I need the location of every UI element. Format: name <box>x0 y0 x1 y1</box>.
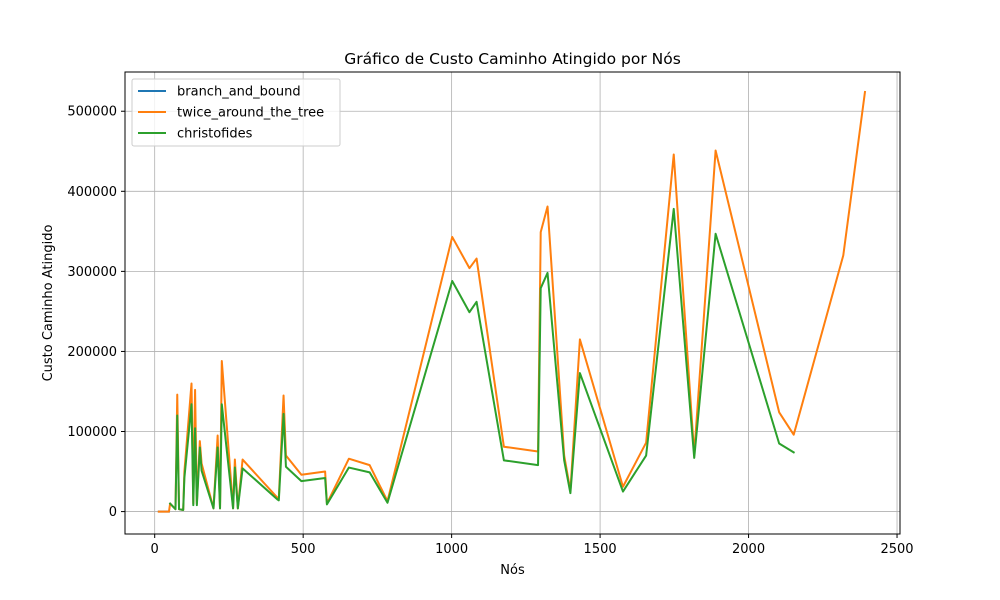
y-tick-label: 0 <box>109 505 117 520</box>
y-tick-label: 500000 <box>67 105 117 120</box>
legend-label-branch-and-bound: branch_and_bound <box>177 85 301 100</box>
legend: branch_and_bound twice_around_the_treechr… <box>131 78 341 147</box>
y-tick-label: 400000 <box>67 185 117 200</box>
y-tick-label: 100000 <box>67 425 117 440</box>
x-axis: 0 500 1000 1500 2000 2500 <box>151 534 914 557</box>
x-tick-label: 0 <box>151 542 159 557</box>
plot-frame <box>124 71 901 535</box>
x-tick-label: 1000 <box>435 542 468 557</box>
legend-box <box>131 78 341 147</box>
grid-lines <box>125 72 900 534</box>
y-tick-label: 300000 <box>67 265 117 280</box>
y-axis-label: Custo Caminho Atingido <box>41 225 56 382</box>
x-tick-label: 1500 <box>584 542 617 557</box>
x-tick-label: 2500 <box>880 542 913 557</box>
chart-title: Gráfico de Custo Caminho Atingido por Nó… <box>344 50 681 68</box>
y-axis: 0 100000 200000 300000 400000 500000 <box>67 105 125 520</box>
x-tick-label: 2000 <box>732 542 765 557</box>
series-layer <box>157 90 867 513</box>
series-line-christofides <box>168 207 796 511</box>
y-tick-label: 200000 <box>67 345 117 360</box>
x-axis-label: Nós <box>500 563 525 578</box>
legend-label-christofides: christofides <box>177 127 253 142</box>
legend-label-twice-around-the-tree: twice_around_the_tree <box>177 106 324 121</box>
x-tick-label: 500 <box>291 542 316 557</box>
